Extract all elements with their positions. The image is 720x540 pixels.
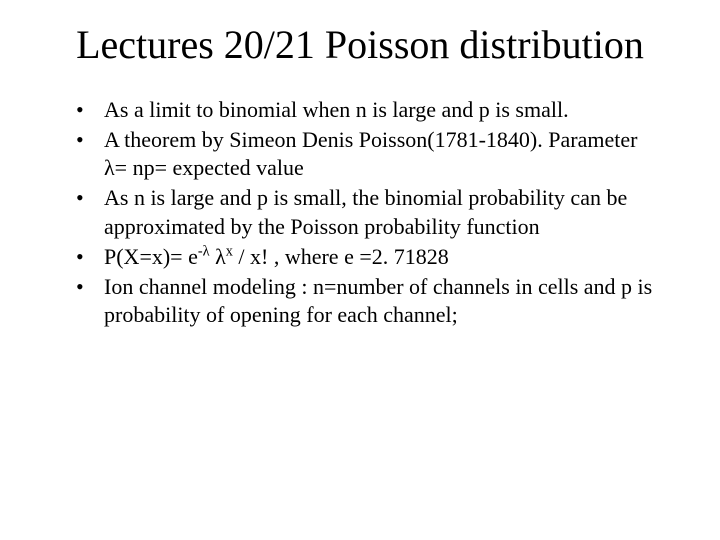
list-item: P(X=x)= e-λ λx / x! , where e =2. 71828 <box>88 243 660 271</box>
bullet-text: Ion channel modeling : n=number of chann… <box>104 274 652 327</box>
bullet-text: A theorem by Simeon Denis Poisson(1781-1… <box>104 127 637 180</box>
bullet-text: P(X=x)= e-λ λx / x! , where e =2. 71828 <box>104 244 449 269</box>
list-item: As n is large and p is small, the binomi… <box>88 184 660 240</box>
bullet-list: As a limit to binomial when n is large a… <box>60 96 660 329</box>
bullet-text: As a limit to binomial when n is large a… <box>104 97 569 122</box>
slide-title: Lectures 20/21 Poisson distribution <box>60 22 660 68</box>
slide: Lectures 20/21 Poisson distribution As a… <box>0 0 720 540</box>
list-item: As a limit to binomial when n is large a… <box>88 96 660 124</box>
bullet-text: As n is large and p is small, the binomi… <box>104 185 627 238</box>
list-item: A theorem by Simeon Denis Poisson(1781-1… <box>88 126 660 182</box>
list-item: Ion channel modeling : n=number of chann… <box>88 273 660 329</box>
